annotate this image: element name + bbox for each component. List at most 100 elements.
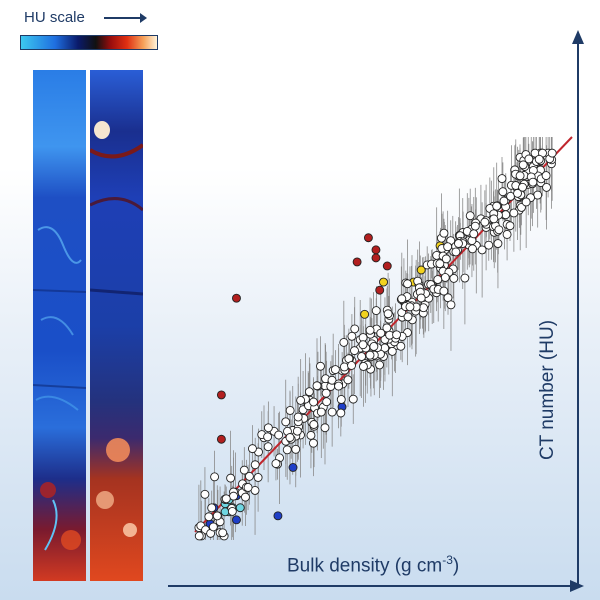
data-point-white xyxy=(253,473,263,482)
data-point-blue xyxy=(288,463,298,472)
hu-color-scale-bar xyxy=(20,35,158,50)
data-point-white xyxy=(212,511,222,521)
data-point-white xyxy=(449,273,459,283)
data-point-white xyxy=(403,279,412,289)
data-point-white xyxy=(489,214,499,224)
data-point-white xyxy=(387,346,397,356)
data-point-yellow xyxy=(379,277,388,287)
data-point-white xyxy=(433,275,443,284)
data-point-white xyxy=(293,412,303,422)
data-point-red xyxy=(371,245,381,255)
data-point-white xyxy=(207,503,217,513)
data-point-white xyxy=(347,361,356,370)
data-point-white xyxy=(322,397,332,407)
data-point-white xyxy=(304,387,314,397)
data-point-white xyxy=(347,331,357,341)
data-point-white xyxy=(263,432,273,442)
data-point-white xyxy=(316,361,325,371)
data-point-white xyxy=(443,242,453,252)
data-point-white xyxy=(513,188,523,198)
data-point-white xyxy=(296,395,306,405)
data-point-red xyxy=(363,233,373,243)
data-point-white xyxy=(221,494,231,504)
data-point-white xyxy=(218,528,228,538)
data-point-white xyxy=(316,407,326,417)
data-point-white xyxy=(357,352,367,361)
data-point-red xyxy=(216,390,226,400)
data-point-white xyxy=(227,506,237,516)
data-point-white xyxy=(343,375,353,385)
data-point-white xyxy=(439,228,449,238)
data-point-white xyxy=(339,362,349,372)
data-point-white xyxy=(371,306,381,316)
data-point-white xyxy=(419,303,428,313)
data-point-white xyxy=(250,460,260,470)
data-point-white xyxy=(285,405,295,415)
data-point-white xyxy=(460,273,470,283)
data-point-white xyxy=(480,217,490,227)
ct-core-image-right xyxy=(90,70,143,581)
data-point-white xyxy=(306,430,316,440)
data-point-white xyxy=(499,196,509,206)
data-point-white xyxy=(210,472,220,482)
data-point-red xyxy=(216,434,226,444)
data-point-white xyxy=(501,210,511,220)
data-point-yellow xyxy=(360,309,370,319)
data-point-white xyxy=(376,328,386,338)
data-point-red xyxy=(371,253,381,263)
data-point-yellow xyxy=(416,265,426,275)
data-point-white xyxy=(312,381,322,391)
data-point-white xyxy=(494,225,504,235)
data-point-white xyxy=(440,273,450,282)
data-point-white xyxy=(350,324,360,334)
hu-scale-label: HU scale xyxy=(24,9,85,26)
data-point-white xyxy=(528,177,538,187)
y-axis-arrowhead xyxy=(572,30,584,44)
data-point-blue xyxy=(232,515,241,525)
data-point-white xyxy=(454,239,463,248)
data-point-white xyxy=(330,365,340,375)
data-point-white xyxy=(292,426,302,436)
data-point-white xyxy=(542,182,551,192)
data-point-red xyxy=(352,257,362,267)
x-axis-arrowhead xyxy=(570,580,584,592)
data-point-white xyxy=(521,197,531,207)
data-point-white xyxy=(365,325,375,335)
data-point-white xyxy=(524,154,534,164)
data-point-white xyxy=(263,423,273,433)
data-point-white xyxy=(263,442,273,452)
data-point-white xyxy=(336,408,346,418)
data-point-white xyxy=(534,154,544,164)
data-point-white xyxy=(271,459,281,469)
data-point-white xyxy=(435,259,445,269)
data-point-white xyxy=(282,445,292,455)
data-point-white xyxy=(285,433,295,442)
data-point-white xyxy=(396,341,406,351)
data-point-white xyxy=(321,388,331,398)
data-point-white xyxy=(229,491,239,501)
data-point-white xyxy=(509,208,519,218)
data-point-white xyxy=(309,420,319,429)
data-point-white xyxy=(240,492,250,502)
data-point-white xyxy=(274,430,284,440)
data-point-white xyxy=(492,201,502,211)
data-point-red xyxy=(382,261,392,271)
data-point-white xyxy=(403,312,413,322)
data-point-white xyxy=(541,171,551,181)
data-point-white xyxy=(291,444,301,454)
data-point-white xyxy=(441,254,451,264)
data-point-white xyxy=(405,302,415,312)
data-point-white xyxy=(469,229,479,239)
data-point-white xyxy=(358,340,368,350)
data-point-white xyxy=(281,417,291,427)
data-point-white xyxy=(416,293,426,303)
data-point-red xyxy=(375,285,385,295)
data-point-white xyxy=(204,512,214,522)
data-point-white xyxy=(502,229,512,239)
data-point-white xyxy=(493,239,503,248)
data-point-white xyxy=(309,397,318,407)
data-point-white xyxy=(243,482,253,492)
data-point-white xyxy=(327,375,337,385)
data-point-white xyxy=(518,160,528,170)
data-point-white xyxy=(247,444,257,454)
